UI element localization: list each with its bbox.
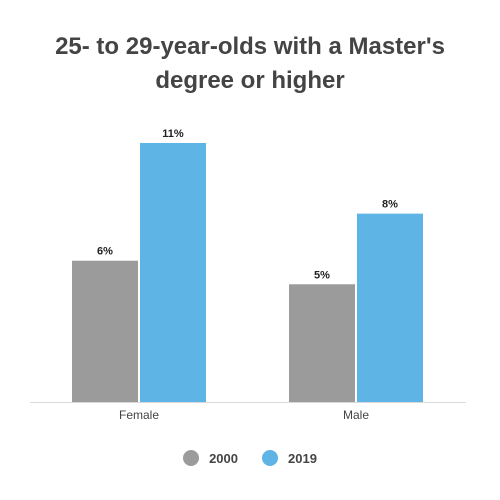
legend-item-2000[interactable]: 2000 xyxy=(183,450,238,466)
chart-title-line-1: 25- to 29-year-olds with a Master's xyxy=(55,33,445,60)
data-label-male-2019: 8% xyxy=(382,199,398,211)
chart-title-line-2: degree or higher xyxy=(155,67,345,94)
legend-label-2000: 2000 xyxy=(209,450,238,466)
chart-title: 25- to 29-year-olds with a Master's degr… xyxy=(20,30,480,98)
data-label-male-2000: 5% xyxy=(314,269,330,281)
x-tick-label-female: Female xyxy=(119,408,159,422)
data-label-female-2019: 11% xyxy=(162,128,184,140)
bar-male-2019[interactable] xyxy=(357,213,423,402)
legend: 2000 2019 xyxy=(0,450,500,466)
legend-swatch-2019 xyxy=(262,450,278,466)
legend-swatch-2000 xyxy=(183,450,200,466)
bar-female-2000[interactable] xyxy=(72,260,138,402)
plot-area: 6% 11% Female 5% 8% Male xyxy=(30,128,466,422)
bar-male-2000[interactable] xyxy=(289,284,355,402)
bar-female-2019[interactable] xyxy=(140,143,206,402)
legend-label-2019: 2019 xyxy=(288,450,317,466)
legend-item-2019[interactable]: 2019 xyxy=(262,450,317,466)
data-label-female-2000: 6% xyxy=(97,246,113,258)
x-tick-label-male: Male xyxy=(343,408,369,422)
